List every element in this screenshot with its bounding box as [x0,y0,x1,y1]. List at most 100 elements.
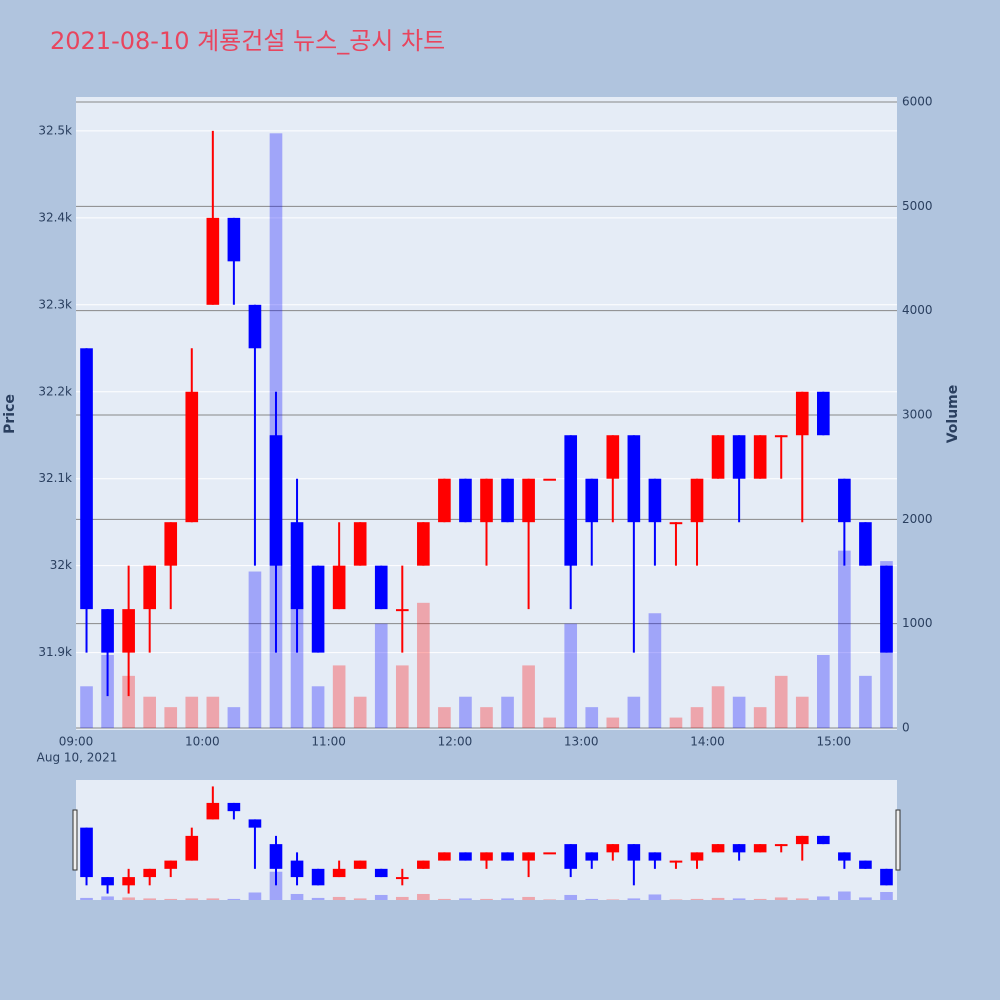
candle-body [859,522,872,566]
x-tick-label: 12:00 [438,735,473,749]
candle-body [480,852,493,861]
candle-body [438,478,451,523]
volume-bar [774,675,788,729]
slider-handle[interactable] [895,809,901,871]
volume-bar [753,707,767,729]
candle-body [627,844,641,861]
volume-bar [122,897,135,900]
volume-bar [564,623,578,729]
y2-tick-label: 5000 [902,199,933,213]
volume-bar [606,899,620,900]
candle-body [795,835,809,845]
candle-body [817,835,830,845]
y2-tick-label: 1000 [902,616,933,630]
candle-body [269,844,283,869]
volume-bar [711,686,725,729]
candle-body [143,565,156,610]
candle-body [774,435,788,438]
candle-body [122,877,135,886]
candle-body [332,565,346,610]
x-tick-label: 14:00 [690,735,725,749]
candle-body [711,844,725,853]
candle-body [753,435,767,479]
candle-body [711,435,725,479]
volume-bar [585,898,599,900]
volume-bar [395,896,409,900]
volume-bar [185,696,199,729]
volume-bar [732,696,746,729]
candle-body [690,478,704,523]
volume-bar [774,897,788,900]
candle-body [332,868,346,878]
candle-body [101,609,114,653]
candle-body [859,860,872,869]
volume-bar [880,891,893,900]
x-tick-label: 15:00 [817,735,852,749]
candle-body [269,435,283,566]
candle-body [501,478,514,523]
volume-bar [838,550,851,729]
volume-bar [648,613,662,729]
volume-bar [690,898,704,900]
y-tick-label: 32.3k [38,297,72,311]
candle-body [627,435,641,523]
candle-body [395,609,409,612]
candle-body [880,868,893,886]
candle-body [459,478,472,523]
candle-body [185,391,199,523]
volume-bar [143,696,156,729]
candle-body [353,522,367,566]
y2-tick-label: 2000 [902,512,933,526]
volume-bar [227,707,241,729]
range-slider [76,780,897,900]
candle-body [522,478,535,523]
y-tick-label: 32.5k [38,123,72,137]
slider-handle[interactable] [72,809,78,871]
candle-body [353,860,367,869]
y-axis-title: Price [2,394,18,434]
volume-bar [332,896,346,900]
volume-bar [753,898,767,900]
volume-bar [795,898,809,900]
volume-bar [859,675,872,729]
candle-body [122,609,135,653]
candle-body [395,877,409,880]
volume-bar [80,686,93,729]
volume-bar [395,665,409,729]
volume-bar [438,898,451,900]
candle-body [80,348,93,610]
volume-bar [690,707,704,729]
volume-bar [838,891,851,900]
candle-body [227,217,241,262]
volume-bar [711,897,725,900]
candle-body [227,802,241,812]
candle-body [206,802,220,820]
volume-bar [290,602,304,729]
volume-bar [332,665,346,729]
x-tick-label: 10:00 [185,735,220,749]
volume-bar [585,707,599,729]
x-tick-label: 11:00 [311,735,346,749]
candle-body [690,852,704,861]
volume-bar [417,893,430,900]
volume-bar [248,571,262,729]
y2-tick-label: 3000 [902,408,933,422]
volume-bar [80,897,93,900]
volume-bar [353,898,367,900]
candle-body [648,852,662,861]
candle-body [753,844,767,853]
candle-body [143,868,156,878]
y-tick-label: 32k [50,558,72,572]
volume-bar [522,665,535,729]
candle-body [880,565,893,653]
volume-bar [248,892,262,900]
volume-bar [374,623,388,729]
plot-area [76,97,897,730]
candle-body [290,860,304,878]
volume-bar [627,898,641,900]
candle-body [417,522,430,566]
volume-bar [122,675,135,729]
volume-bar [501,696,514,729]
candle-body [480,478,493,523]
volume-bar [648,894,662,900]
